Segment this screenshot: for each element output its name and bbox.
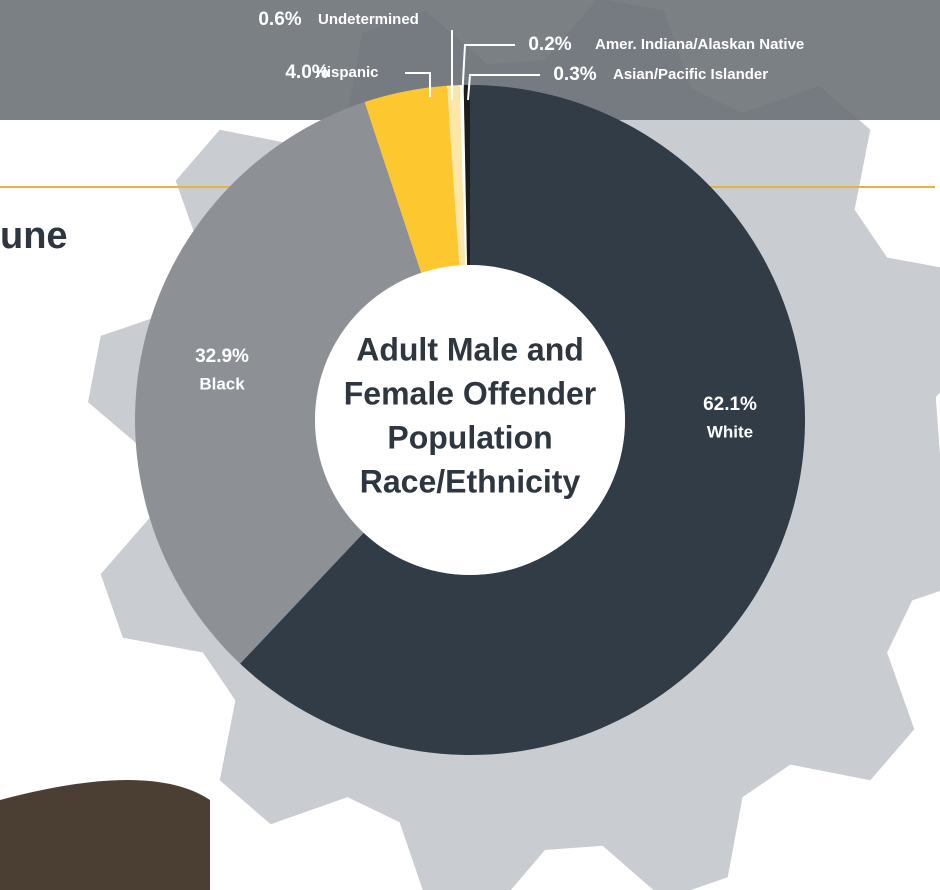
center-title: Population bbox=[387, 419, 552, 455]
category-label: Black bbox=[199, 374, 245, 393]
donut-chart: Adult Male and Female Offender Population R… bbox=[135, 9, 805, 755]
donut-slice bbox=[459, 85, 468, 266]
donut-slice bbox=[240, 85, 805, 755]
value-label: 4.0% bbox=[285, 62, 328, 83]
category-label: Asian/Pacific Islander bbox=[613, 66, 768, 83]
leader-line bbox=[467, 74, 540, 101]
category-label: White bbox=[707, 422, 753, 441]
photo bbox=[0, 780, 210, 890]
category-label: Hispanic bbox=[316, 64, 379, 81]
value-label: 0.3% bbox=[553, 64, 596, 85]
center-title: Adult Male and bbox=[356, 331, 584, 367]
center-title: Female Offender bbox=[344, 375, 597, 411]
donut-slice bbox=[364, 85, 460, 273]
donut-slice bbox=[446, 85, 466, 266]
value-label: 0.6% bbox=[258, 9, 301, 30]
donut-hole bbox=[315, 265, 625, 575]
value-label: 32.9% bbox=[195, 346, 249, 367]
center-title: Race/Ethnicity bbox=[360, 463, 581, 499]
donut-slice bbox=[463, 85, 470, 266]
value-label: 62.1% bbox=[703, 394, 757, 415]
donut-slice bbox=[135, 102, 422, 664]
value-label: 0.2% bbox=[528, 34, 571, 55]
category-label: Amer. Indiana/Alaskan Native bbox=[595, 36, 804, 53]
heading-fragment: une bbox=[0, 215, 68, 257]
leader-line bbox=[461, 44, 515, 101]
category-label: Undetermined bbox=[318, 11, 419, 28]
leader-line bbox=[405, 72, 431, 97]
